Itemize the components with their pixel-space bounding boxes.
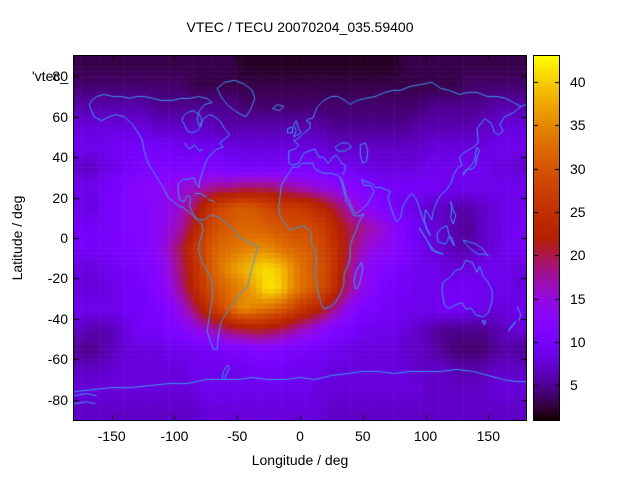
- y-tick-label: 80: [52, 68, 68, 85]
- colorbar-tick-label: 10: [570, 334, 586, 350]
- x-tick-label: 150: [476, 428, 500, 444]
- key-label: 'vtec_: [32, 68, 69, 84]
- colorbar-tick-label: 15: [570, 290, 586, 307]
- x-tick-label: 0: [296, 428, 304, 444]
- colorbar-tick-label: 30: [570, 160, 586, 177]
- y-tick-label: 40: [52, 149, 68, 166]
- colorbar-tick-label: 20: [570, 247, 586, 264]
- y-tick-label: -20: [47, 270, 68, 287]
- x-tick-label: 50: [354, 428, 371, 444]
- colorbar-tick-label: 35: [570, 117, 586, 134]
- colorbar-tick-label: 40: [570, 74, 586, 90]
- y-tick-label: 60: [52, 108, 68, 125]
- x-tick-label: -150: [97, 428, 126, 444]
- x-axis-label: Longitude / deg: [251, 452, 349, 468]
- y-tick-label: 20: [52, 189, 68, 206]
- x-tick-label: 100: [413, 428, 438, 444]
- chart-title: VTEC / TECU 20070204_035.59400: [186, 19, 414, 35]
- y-tick-label: -60: [47, 351, 68, 368]
- colorbar-tick-label: 5: [570, 377, 578, 394]
- colorbar: [533, 55, 560, 421]
- x-tick-label: -50: [227, 428, 248, 444]
- y-tick-label: -40: [47, 310, 68, 327]
- heatmap-canvas: [73, 55, 527, 421]
- y-tick-label: -80: [47, 391, 68, 408]
- x-tick-label: -100: [160, 428, 189, 444]
- colorbar-tick-label: 25: [570, 204, 586, 220]
- y-tick-label: 0: [60, 230, 68, 246]
